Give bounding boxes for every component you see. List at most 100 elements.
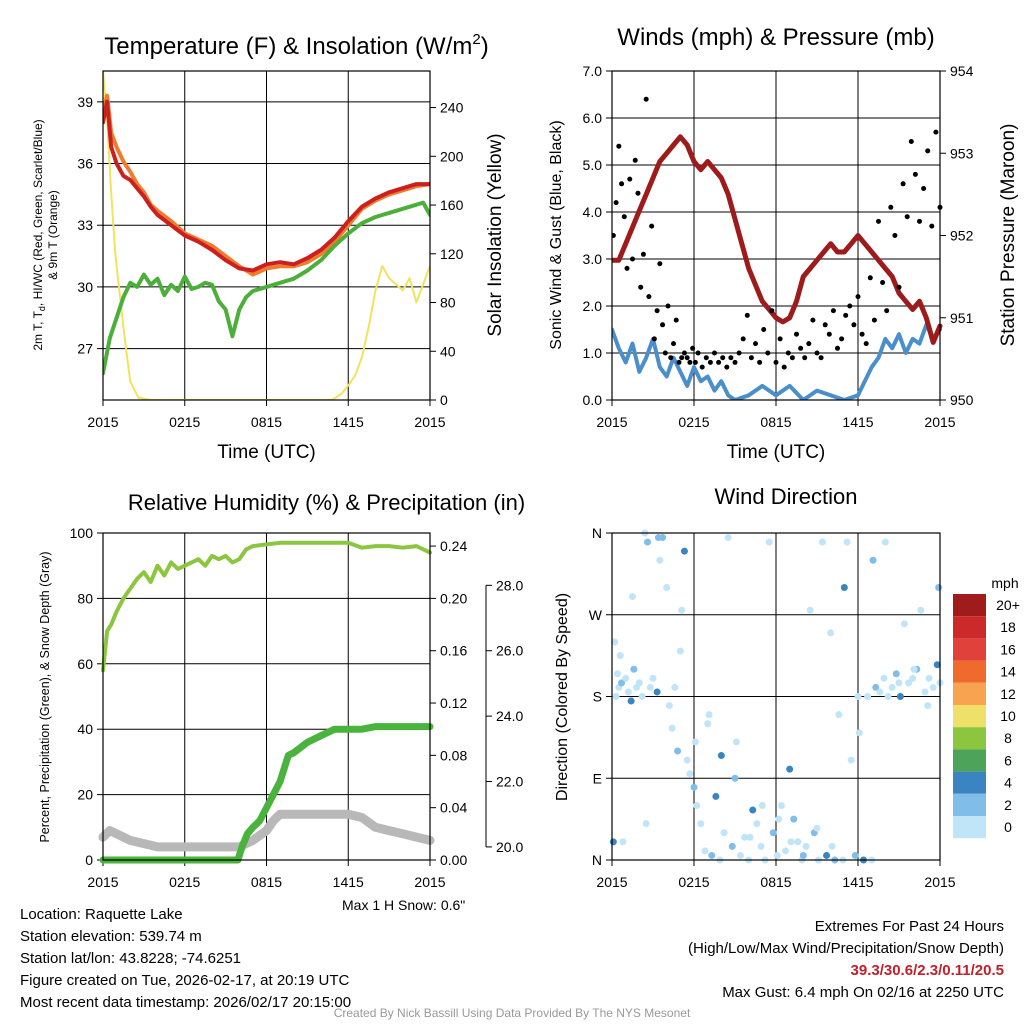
gust-point [651,336,657,342]
gust-point [679,355,685,361]
wind-direction-point [609,838,617,846]
gust-point [835,345,840,351]
wind-direction-point [884,693,892,700]
gust-point [638,284,644,290]
winds-ytick-label: 7.0 [583,63,603,79]
wind-direction-point [649,674,657,682]
temp-ylabel: 2m T, Td, HI/WC (Red, Green, Scarlet/Blu… [31,119,47,350]
gust-point [892,233,898,238]
gust-point [681,350,687,356]
wind-direction-point [690,783,698,791]
speed-legend-label: 8 [1004,730,1012,746]
wind-direction-point [869,556,877,564]
winds-y2tick-label: 953 [950,145,974,161]
wind-direction-point [741,833,749,841]
extremes-info: Extremes For Past 24 Hours (High/Low/Max… [688,916,1004,1004]
winds-y2tick-label: 951 [950,310,974,326]
gust-point [839,336,845,342]
wind-direction-point [787,838,795,846]
wdir-ytick-label: E [593,770,602,786]
wind-direction-point [924,702,932,710]
speed-legend-label: 10 [1000,708,1016,724]
gust-point [826,331,832,337]
temp-xlabel: Time (UTC) [217,442,316,463]
gust-point [692,359,698,365]
gust-point [822,322,828,328]
gust-point [798,345,804,351]
gust-point [621,214,627,220]
gust-point [781,364,787,370]
gust-point [884,308,890,314]
temp-ytick-label: 27 [77,341,93,357]
speed-legend-swatch [953,638,986,661]
latlon-text: Station lat/lon: 43.8228; -74.6251 [20,950,242,967]
gust-point [908,139,914,144]
gust-point [744,312,750,318]
wdir-ytick-label: N [592,525,602,541]
gust-point [632,157,638,163]
gust-point [640,251,646,257]
wind-direction-point [864,693,872,700]
station-info: Location: Raquette Lake Station elevatio… [20,904,351,1014]
gust-point [654,308,660,314]
speed-legend-label: 4 [1004,775,1012,791]
wind-direction-point [749,806,757,814]
temp-y2label: Solar Insolation (Yellow) [485,133,506,336]
rh-y3tick-label: 22.0 [496,774,523,790]
rh-xtick-label: 2015 [87,874,118,890]
rh-y3tick-label: 28.0 [496,577,523,593]
temp-ytick-label: 36 [77,156,93,172]
winds-y2tick-label: 952 [950,228,974,244]
speed-legend-label: 0 [1004,819,1012,835]
winds-ytick-label: 0.0 [583,392,603,408]
winds-xtick-label: 0815 [760,414,791,430]
gust-point [777,336,783,342]
gust-point [921,186,927,191]
recent-text: Most recent data timestamp: 2026/02/17 2… [20,994,352,1011]
temp-y2tick-label: 0 [440,392,448,408]
winds-ytick-label: 2.0 [583,298,603,314]
gust-point [789,355,795,361]
rh-ytick-label: 100 [70,525,94,541]
speed-legend-label: 18 [1000,619,1016,635]
wind-direction-point [701,847,709,855]
wind-direction-point [683,756,691,764]
winds-y2tick-label: 950 [950,392,974,408]
gust-point [888,204,894,210]
gust-point [676,359,682,365]
rh-y2tick-label: 0.00 [440,852,467,868]
wdir-xtick-label: 0815 [760,874,791,890]
wind-direction-point [674,747,682,755]
gust-point [732,359,738,365]
wind-direction-point [618,679,626,687]
rh-y3tick-label: 20.0 [496,839,523,855]
wind-direction-point [736,851,744,859]
wind-direction-point [775,815,783,823]
winds-ytick-label: 3.0 [583,251,603,267]
wind-direction-point [676,647,684,655]
winds-ytick-label: 1.0 [583,345,603,361]
series-sonic-wind [612,322,942,400]
gust-point [871,317,877,323]
wind-direction-point [720,829,728,837]
temp-xtick-label: 2015 [87,414,118,430]
wind-direction-point [691,738,699,746]
extremes-legend: (High/Low/Max Wind/Precipitation/Snow De… [688,940,1004,957]
gust-point [900,181,906,187]
credit-text: Created By Nick Bassill Using Data Provi… [333,1006,691,1020]
gust-point [917,218,922,224]
wind-direction-point [840,584,848,591]
wind-direction-point [654,534,662,542]
wind-direction-point [835,711,843,719]
gust-point [769,308,775,314]
wind-direction-point [680,547,688,555]
wind-direction-point [624,688,632,696]
gust-point [630,256,635,262]
wind-direction-point [663,584,671,591]
rh-ylabel: Percent, Precipitation (Green), & Snow D… [38,551,52,842]
gust-point [660,322,666,328]
gust-point [810,317,816,323]
temp-ytick-label: 30 [77,279,93,295]
speed-legend-label: 6 [1004,752,1012,768]
wind-direction-point [678,606,686,614]
